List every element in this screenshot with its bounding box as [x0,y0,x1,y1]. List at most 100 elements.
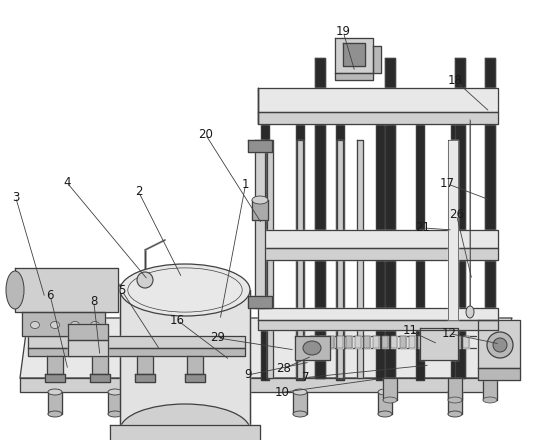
Polygon shape [418,336,424,348]
Polygon shape [319,336,325,348]
Polygon shape [108,392,122,414]
Polygon shape [485,58,495,378]
Text: 4: 4 [63,176,71,189]
Polygon shape [296,90,304,380]
Polygon shape [448,378,462,400]
Polygon shape [391,336,397,348]
Text: 8: 8 [90,295,98,308]
Polygon shape [261,90,269,380]
Polygon shape [258,248,498,260]
Polygon shape [47,356,63,374]
Ellipse shape [252,196,268,204]
Polygon shape [28,336,245,348]
Polygon shape [110,425,260,440]
Polygon shape [335,38,373,73]
Polygon shape [90,374,110,382]
Ellipse shape [70,322,79,329]
Polygon shape [448,392,462,414]
Polygon shape [68,340,108,356]
Text: 17: 17 [440,177,455,191]
Polygon shape [355,336,361,348]
Polygon shape [187,356,203,374]
Polygon shape [343,43,365,66]
Polygon shape [68,324,108,340]
Polygon shape [137,356,153,374]
Polygon shape [48,392,62,414]
Polygon shape [258,88,498,112]
Polygon shape [255,140,265,308]
Text: 7: 7 [302,371,310,384]
Polygon shape [463,336,469,348]
Polygon shape [22,312,105,336]
Polygon shape [45,374,65,382]
Text: 16: 16 [170,314,185,327]
Polygon shape [20,378,490,392]
Ellipse shape [378,389,392,395]
Ellipse shape [448,389,462,395]
Polygon shape [337,140,343,378]
Ellipse shape [137,272,153,288]
Text: 10: 10 [275,386,289,399]
Text: 9: 9 [244,368,252,381]
Polygon shape [364,336,370,348]
Polygon shape [328,336,334,348]
Ellipse shape [120,264,250,316]
Polygon shape [267,140,273,378]
Polygon shape [376,90,384,380]
Text: 19: 19 [336,25,350,38]
Polygon shape [258,112,498,124]
Polygon shape [383,378,397,400]
Polygon shape [445,336,451,348]
Polygon shape [336,90,344,380]
Polygon shape [448,140,458,320]
Text: 12: 12 [442,327,456,340]
Polygon shape [483,378,497,400]
Ellipse shape [487,332,513,358]
Polygon shape [258,230,498,248]
Polygon shape [346,336,352,348]
Polygon shape [337,336,343,348]
Ellipse shape [48,389,62,395]
Polygon shape [373,336,379,348]
Polygon shape [427,336,433,348]
Ellipse shape [466,306,474,318]
Polygon shape [378,392,392,414]
Polygon shape [455,58,465,378]
Ellipse shape [31,322,40,329]
Polygon shape [258,320,498,330]
Polygon shape [436,336,442,348]
Polygon shape [478,320,520,368]
Polygon shape [478,368,520,380]
Polygon shape [92,356,108,374]
Ellipse shape [51,322,60,329]
Polygon shape [486,90,494,380]
Ellipse shape [448,411,462,417]
Polygon shape [416,90,424,380]
Polygon shape [185,374,205,382]
Polygon shape [310,336,316,348]
Polygon shape [258,308,498,320]
Ellipse shape [293,411,307,417]
Ellipse shape [120,404,250,440]
Polygon shape [420,328,458,360]
Text: 29: 29 [210,331,225,345]
Polygon shape [135,374,155,382]
Text: 20: 20 [198,128,213,141]
Ellipse shape [6,271,24,309]
Polygon shape [28,348,245,356]
Polygon shape [120,290,250,430]
Text: 11: 11 [403,324,417,337]
Polygon shape [409,336,415,348]
Polygon shape [335,73,373,80]
Polygon shape [315,58,325,378]
Ellipse shape [48,411,62,417]
Polygon shape [385,58,395,378]
Ellipse shape [448,397,462,403]
Text: 2: 2 [134,185,142,198]
Text: 1: 1 [242,178,249,191]
Polygon shape [248,296,272,308]
Polygon shape [373,46,381,73]
Ellipse shape [378,411,392,417]
Text: 6: 6 [46,289,54,302]
Ellipse shape [90,322,99,329]
